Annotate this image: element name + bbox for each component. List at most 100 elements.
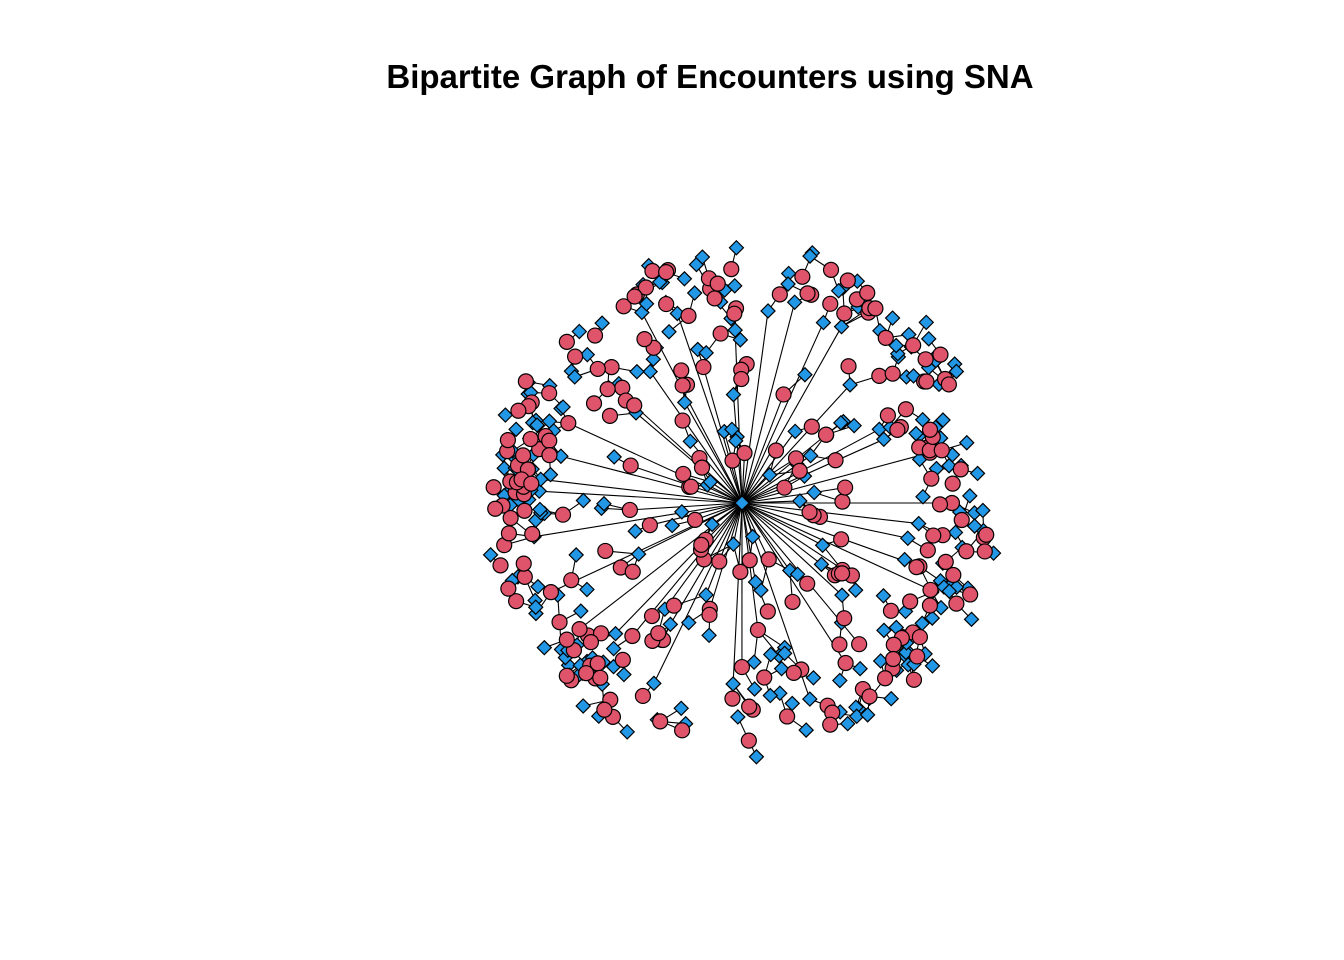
diamond-node bbox=[787, 423, 804, 440]
circle-node bbox=[776, 479, 793, 496]
circle-node bbox=[836, 305, 853, 322]
circle-node bbox=[740, 732, 757, 749]
circle-node bbox=[578, 665, 595, 682]
circle-node bbox=[791, 462, 808, 479]
circle-node bbox=[909, 648, 926, 665]
edge bbox=[741, 326, 843, 504]
diamond-node bbox=[762, 646, 779, 663]
circle-node bbox=[674, 722, 691, 739]
circle-node bbox=[779, 708, 796, 725]
diamond-node bbox=[802, 447, 819, 464]
edge bbox=[540, 478, 743, 504]
diamond-node bbox=[566, 369, 583, 385]
diamond-node bbox=[606, 449, 623, 465]
circle-node bbox=[840, 358, 857, 375]
diamond-node bbox=[661, 323, 677, 340]
circle-node bbox=[803, 418, 820, 435]
circle-node bbox=[551, 614, 568, 631]
diamond-node bbox=[725, 386, 742, 403]
edge bbox=[732, 502, 743, 684]
circle-node bbox=[775, 386, 792, 403]
diamond-node bbox=[676, 270, 693, 287]
circle-node bbox=[524, 525, 541, 543]
diamond-node bbox=[859, 706, 876, 723]
diamond-node bbox=[555, 399, 571, 415]
diamond-node bbox=[910, 515, 927, 532]
circle-node bbox=[709, 275, 726, 292]
circle-node bbox=[822, 295, 839, 312]
edge bbox=[741, 502, 919, 525]
edge bbox=[741, 322, 824, 504]
diamond-node bbox=[761, 467, 778, 483]
circle-node bbox=[861, 688, 878, 705]
circle-node bbox=[940, 376, 957, 393]
diamond-node bbox=[762, 687, 779, 704]
edge bbox=[741, 502, 843, 596]
edge bbox=[741, 434, 827, 504]
circle-node bbox=[582, 634, 600, 651]
diamond-node bbox=[508, 421, 524, 438]
diamond-node bbox=[638, 295, 655, 312]
circle-node bbox=[932, 346, 949, 363]
diamond-node bbox=[802, 248, 818, 264]
circle-node bbox=[499, 431, 517, 449]
circle-node bbox=[882, 602, 900, 619]
diamond-node bbox=[744, 528, 761, 545]
diamond-node bbox=[875, 587, 892, 604]
circle-node bbox=[905, 337, 922, 354]
edge bbox=[694, 502, 743, 521]
diamond-node bbox=[915, 488, 931, 505]
diamond-node bbox=[920, 330, 937, 347]
diamond-node bbox=[698, 587, 714, 603]
diamond-node bbox=[496, 460, 513, 477]
diamond-node bbox=[918, 314, 935, 331]
circle-node bbox=[711, 553, 728, 570]
diamond-node bbox=[497, 407, 514, 423]
diamond-node bbox=[662, 616, 679, 633]
circle-node bbox=[937, 553, 954, 570]
edge bbox=[534, 502, 743, 538]
edge bbox=[615, 502, 743, 635]
circle-node bbox=[897, 401, 915, 418]
edge bbox=[741, 502, 853, 576]
edge bbox=[732, 502, 743, 545]
diamond-node bbox=[482, 547, 499, 563]
diamond-node bbox=[834, 587, 850, 604]
diamond-node bbox=[847, 582, 864, 599]
circle-node bbox=[658, 264, 675, 281]
circle-node bbox=[726, 305, 743, 322]
circle-node bbox=[837, 654, 854, 672]
diamond-node bbox=[776, 645, 793, 662]
diamond-node bbox=[530, 578, 546, 595]
circle-node bbox=[839, 272, 856, 289]
circle-node bbox=[741, 698, 758, 715]
edge bbox=[741, 502, 823, 546]
circle-node bbox=[952, 461, 969, 478]
edge bbox=[633, 404, 743, 504]
circle-node bbox=[749, 621, 767, 639]
circle-node bbox=[589, 360, 606, 378]
diamond-node bbox=[948, 363, 965, 380]
edge bbox=[707, 484, 743, 504]
circle-node bbox=[515, 555, 532, 572]
circle-node bbox=[523, 475, 540, 492]
circle-node bbox=[558, 667, 575, 684]
circle-node bbox=[833, 531, 850, 548]
diamond-node bbox=[542, 466, 559, 483]
circle-node bbox=[634, 687, 652, 705]
circle-node bbox=[541, 385, 558, 402]
circle-node bbox=[827, 452, 844, 469]
diamond-node bbox=[963, 611, 980, 628]
diamond-node bbox=[568, 547, 585, 563]
diamond-node bbox=[527, 599, 544, 616]
circle-node bbox=[674, 377, 691, 394]
diamond-node bbox=[664, 517, 681, 534]
circle-node bbox=[919, 542, 936, 559]
circle-node bbox=[637, 279, 655, 296]
circle-node bbox=[925, 527, 942, 544]
diamond-node bbox=[642, 363, 659, 380]
circle-node bbox=[510, 402, 527, 419]
circle-node bbox=[923, 470, 940, 487]
diamond-node bbox=[842, 376, 858, 393]
